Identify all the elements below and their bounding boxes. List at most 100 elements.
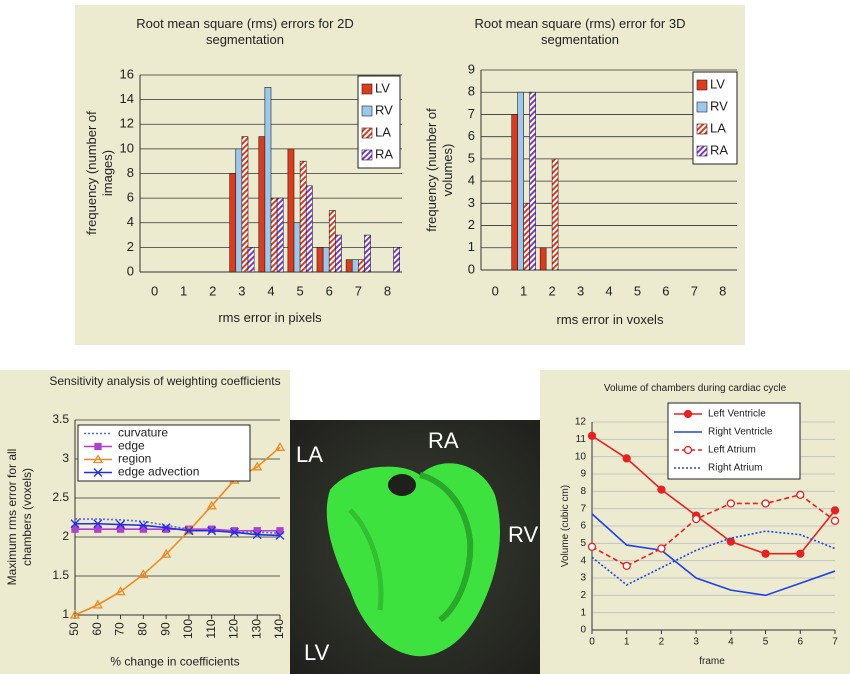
bar (328, 210, 336, 273)
legend-label: LA (710, 120, 726, 135)
y-tick-label: 1 (62, 607, 69, 621)
y-tick-label: 0 (127, 263, 134, 278)
y-tick-label: 2 (127, 239, 134, 254)
y-tick-label: 14 (120, 91, 134, 106)
legend-label: RA (710, 142, 728, 157)
y-tick-label: 6 (127, 190, 134, 205)
y-tick-label: 1.5 (52, 568, 69, 582)
x-tick-label: 7 (691, 283, 698, 298)
marker (830, 506, 840, 515)
marker (587, 431, 597, 441)
x-tick-label: 50 (67, 622, 81, 636)
bar (299, 160, 307, 273)
marker (622, 561, 631, 571)
bar (345, 259, 353, 273)
marker (276, 527, 284, 535)
legend-label: RV (375, 102, 393, 117)
legend-label: Right Atrium (708, 463, 762, 474)
legend-label: LV (375, 80, 390, 95)
marker (726, 537, 736, 546)
x-tick-label: 7 (832, 637, 838, 648)
bar (258, 136, 266, 273)
chart-title: Sensitivity analysis of weighting coeffi… (49, 374, 281, 388)
marker (138, 569, 149, 579)
bar (264, 87, 272, 273)
y-tick-label: 6 (580, 521, 586, 532)
x-tick-label: 3 (693, 637, 699, 648)
marker (92, 454, 104, 464)
y-tick-label: 2 (468, 217, 475, 232)
x-tick-label: 2 (209, 283, 216, 298)
legend-label: Right Ventricle (708, 427, 773, 438)
chart-title: Root mean square (rms) errors for 2D seg… (136, 16, 354, 48)
x-tick-label: 4 (605, 283, 612, 298)
x-axis-label: rms error in pixels (218, 309, 322, 325)
y-axis-label: frequency (number of images) (83, 111, 115, 235)
marker (69, 609, 81, 619)
bar (364, 234, 371, 273)
y-axis-label: frequency (number of volumes) (423, 108, 455, 232)
marker (761, 549, 770, 558)
bar (293, 222, 301, 273)
x-tick-label: 0 (151, 283, 158, 298)
x-tick-label: 110 (204, 619, 218, 638)
marker (162, 525, 170, 533)
chart-title: Root mean square (rms) error for 3D segm… (474, 16, 686, 48)
y-tick-label: 11 (576, 434, 587, 445)
line (591, 435, 836, 555)
chart-title: Volume of chambers during cardiac cycle (603, 383, 787, 394)
legend-swatch (361, 105, 373, 117)
y-axis-label: Volume (cubic cm) (559, 484, 571, 568)
legend-label: RV (710, 98, 728, 113)
y-tick-label: 2 (62, 529, 69, 543)
x-tick-label: 4 (728, 637, 734, 648)
marker (207, 526, 217, 536)
x-tick-label: 8 (384, 283, 391, 298)
marker (115, 586, 126, 596)
y-tick-label: 8 (580, 486, 586, 497)
marker (208, 525, 216, 533)
chamber-edge (419, 472, 474, 623)
line (591, 493, 836, 567)
x-tick-label: 6 (798, 637, 804, 648)
x-tick-label: 100 (181, 619, 195, 639)
bar (539, 247, 547, 271)
x-tick-label: 5 (763, 637, 769, 648)
y-tick-label: 9 (468, 61, 475, 76)
legend-swatch (696, 123, 708, 135)
x-tick-label: 7 (355, 283, 362, 298)
y-tick-label: 1 (580, 607, 586, 618)
line (591, 530, 836, 586)
marker (71, 525, 79, 533)
y-tick-label: 4 (127, 214, 134, 229)
bar (517, 91, 524, 271)
y-tick-label: 5 (580, 538, 586, 549)
valve-hole (388, 474, 416, 496)
y-tick-label: 3 (468, 195, 475, 210)
legend-label: edge advection (118, 465, 199, 479)
bar (322, 247, 330, 273)
marker (161, 523, 171, 533)
legend-box (77, 424, 251, 482)
marker (726, 499, 736, 508)
x-tick-label: 6 (326, 283, 333, 298)
y-tick-label: 10 (120, 140, 134, 155)
marker (93, 468, 103, 477)
x-tick-label: 140 (272, 619, 286, 639)
y-tick-label: 3 (580, 573, 586, 584)
marker (92, 599, 103, 609)
x-tick-label: 0 (492, 283, 499, 298)
y-tick-label: 0 (580, 625, 586, 636)
x-tick-label: 3 (577, 283, 584, 298)
marker (94, 525, 102, 533)
x-tick-label: 80 (136, 622, 150, 636)
y-tick-label: 7 (468, 106, 475, 121)
y-tick-label: 3.5 (52, 412, 69, 426)
marker (94, 442, 102, 451)
bar (351, 259, 359, 273)
y-tick-label: 6 (468, 128, 475, 143)
chamber-edge (348, 508, 384, 611)
bar (241, 136, 249, 273)
x-tick-label: 90 (158, 622, 172, 636)
